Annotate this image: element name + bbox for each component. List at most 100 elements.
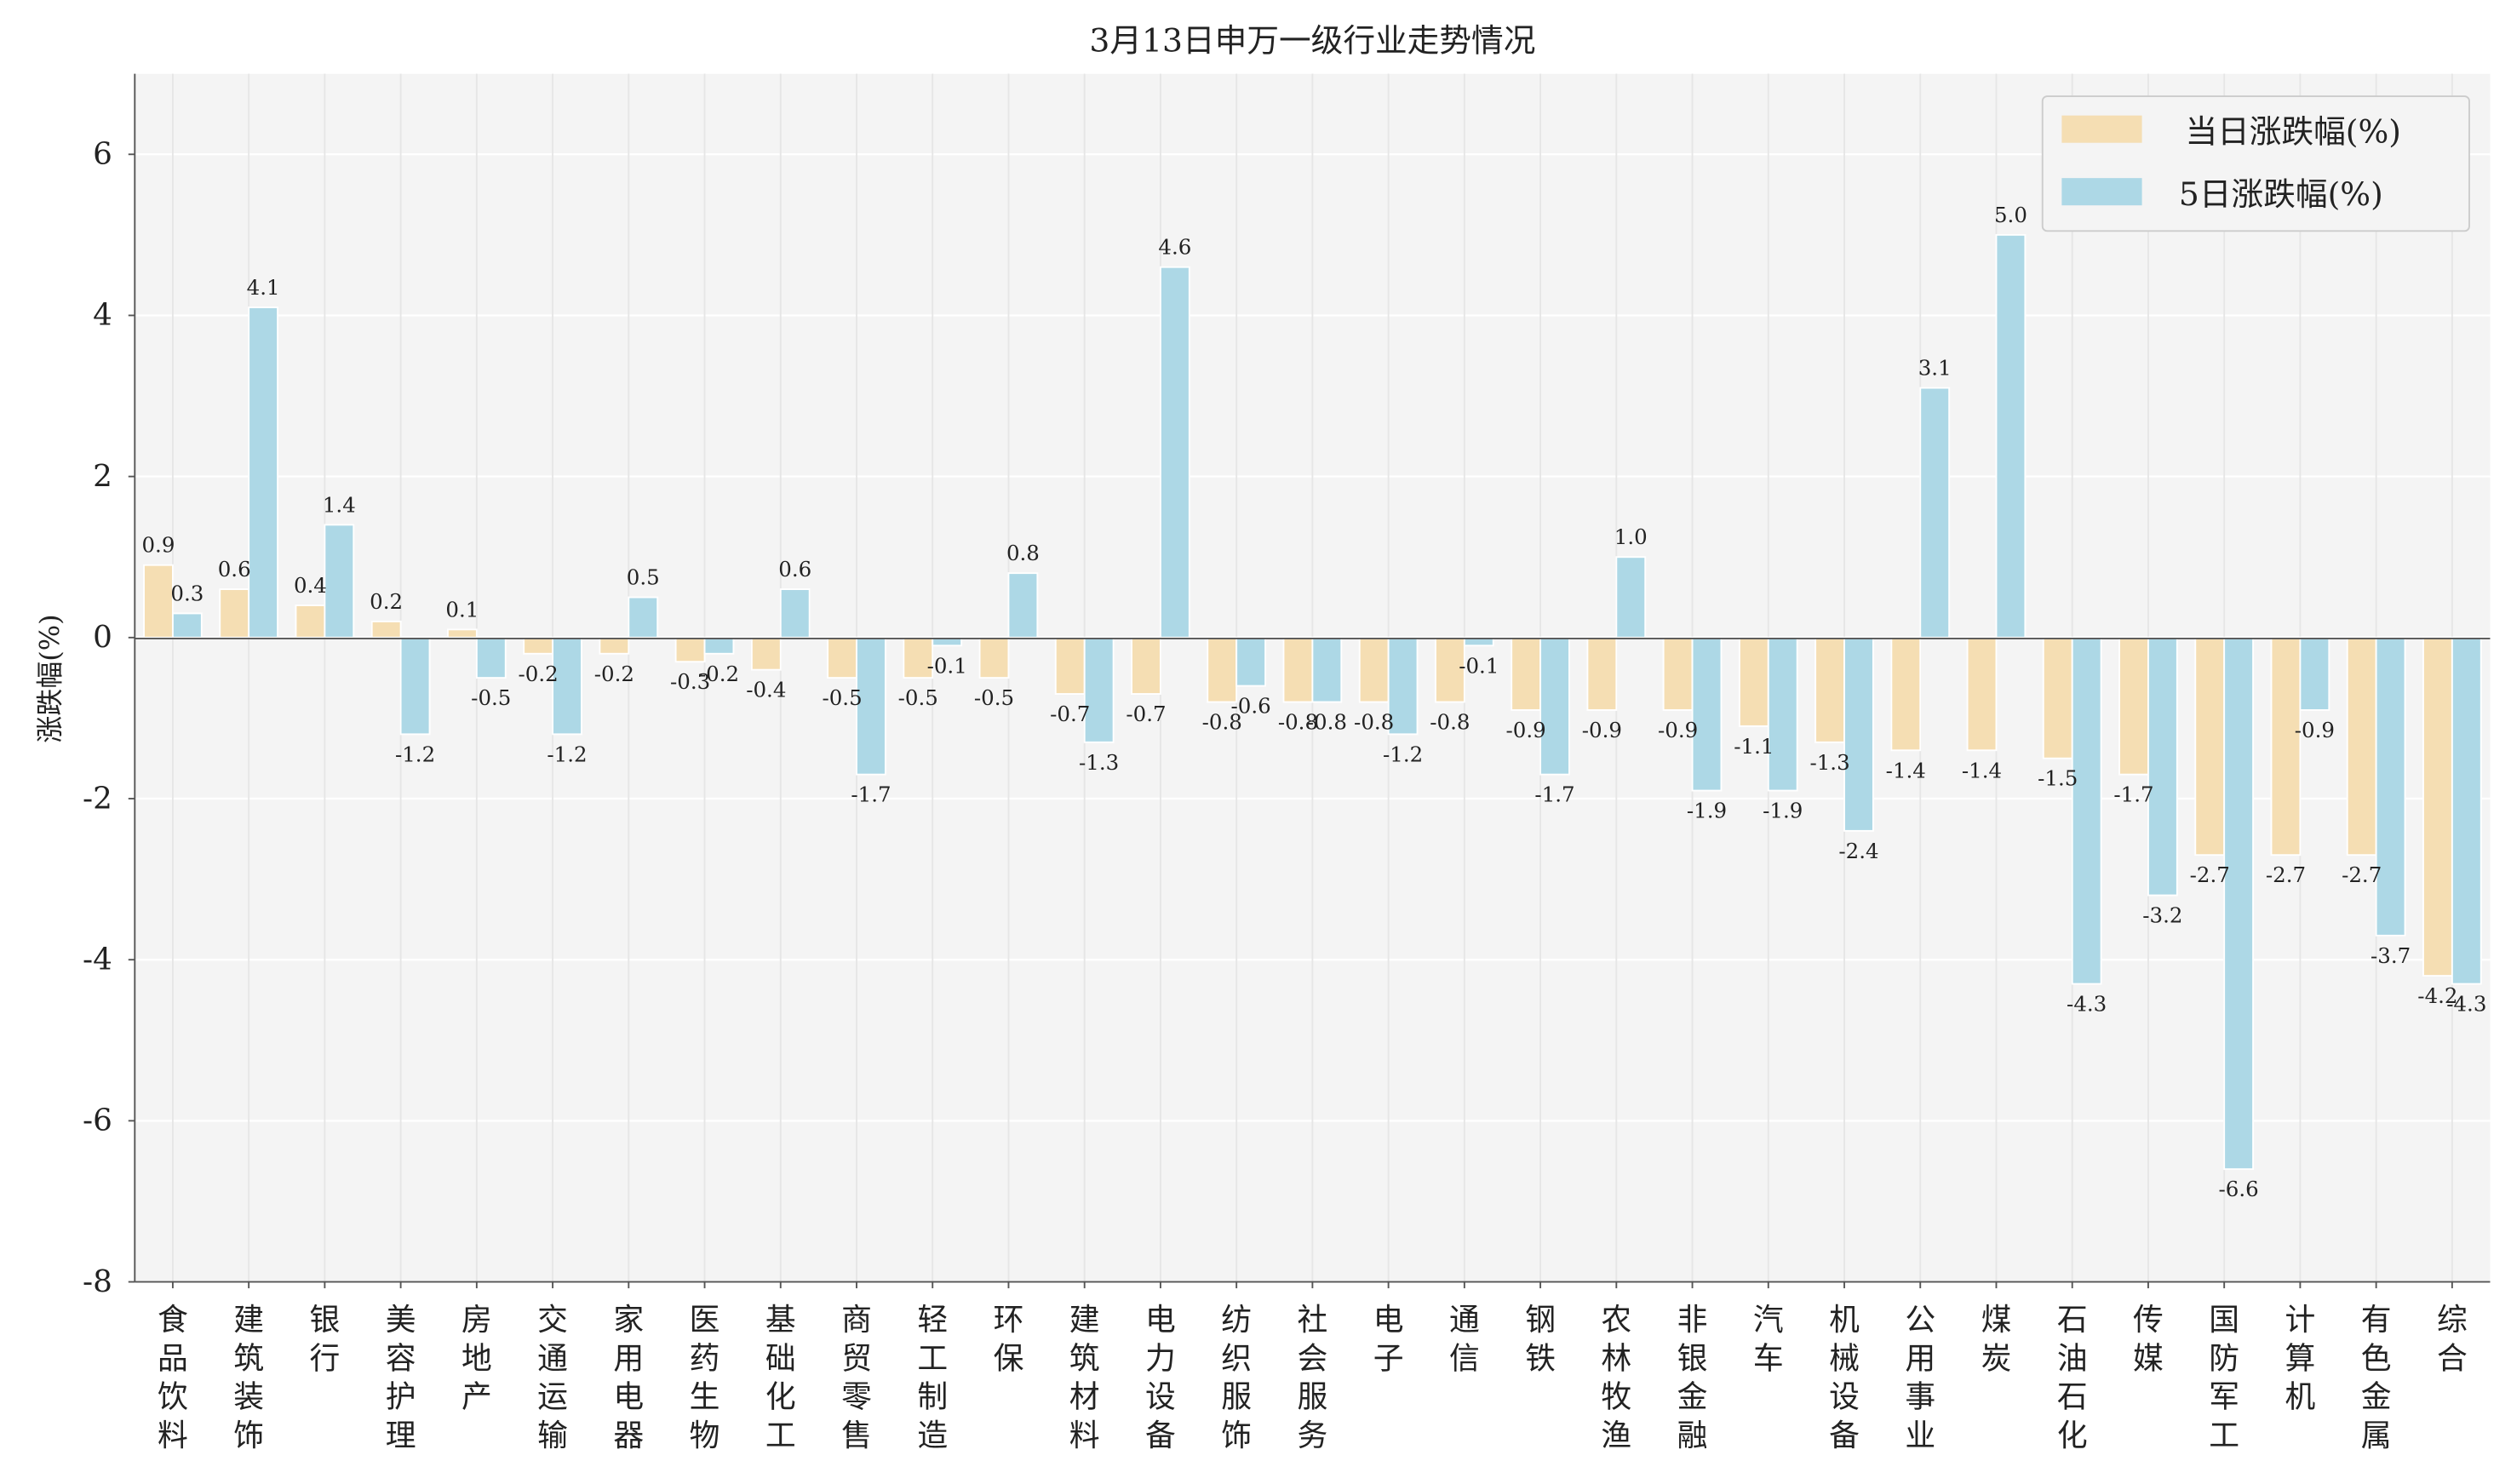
bar-5day [1159,266,1190,639]
bar-5day [171,612,203,639]
bar-daily [978,636,1010,679]
bar-daily [1054,636,1086,695]
y-tick-label: 6 [93,137,112,172]
data-label-5day: -0.1 [1459,653,1499,678]
data-label-daily: -1.5 [2038,766,2078,791]
x-tick-label: 通信 [1449,1303,1480,1376]
bar-5day [1083,636,1115,743]
x-tick-label: 建筑装饰 [233,1303,264,1453]
data-label-5day: 1.4 [323,492,356,517]
bar-daily [1131,636,1161,695]
data-label-daily: -1.7 [2113,782,2153,807]
data-label-5day: -3.7 [2371,943,2411,968]
bar-5day [2375,636,2406,937]
data-label-daily: -0.9 [1658,718,1698,742]
legend-label-daily: 当日涨跌幅(%) [2185,113,2401,151]
data-label-daily: -1.3 [1809,750,1849,775]
bar-daily [295,604,326,639]
data-label-daily: 0.2 [370,589,403,614]
x-tick-label: 电力设备 [1145,1303,1176,1453]
x-tick-label: 机械设备 [1829,1303,1860,1453]
x-tick-label: 有色金属 [2361,1303,2392,1453]
x-tick-label: 计算机 [2285,1303,2316,1414]
bar-5day [932,636,963,647]
data-label-5day: -0.8 [1307,710,1347,735]
y-tick-label: -6 [83,1103,112,1138]
bar-daily [2042,636,2073,759]
bar-daily [1511,636,1542,711]
data-label-5day: 5.0 [1994,203,2027,227]
data-label-daily: -0.8 [1278,710,1318,735]
bar-daily [750,636,782,671]
x-tick-label: 社会服务 [1297,1303,1327,1453]
bar-daily [1586,636,1618,711]
data-label-daily: -1.1 [1734,734,1774,759]
legend-swatch-daily [2061,115,2142,143]
bar-daily [2346,636,2377,857]
data-label-5day: 0.6 [778,557,811,582]
data-label-5day: 1.0 [1614,524,1648,549]
x-tick-label: 石油石化 [2057,1303,2088,1453]
data-label-5day: 0.3 [170,581,204,605]
data-label-5day: 0.8 [1006,541,1040,565]
bar-5day [779,588,811,639]
data-label-daily: -0.3 [670,669,710,694]
data-label-daily: -2.7 [2266,862,2306,887]
data-label-5day: -6.6 [2219,1177,2259,1201]
bar-daily [2118,636,2149,776]
bar-daily [1358,636,1390,703]
data-label-5day: 4.6 [1158,235,1191,260]
data-label-daily: -0.7 [1126,702,1166,726]
bar-5day [1007,572,1039,639]
bar-daily [1814,636,1845,743]
data-label-daily: -1.4 [1886,758,1926,782]
bar-5day [2451,636,2482,985]
x-tick-label: 电子 [1373,1303,1404,1376]
bar-5day [2299,636,2330,711]
data-label-5day: -0.5 [471,685,511,710]
data-label-5day: -2.4 [1838,839,1878,863]
bar-5day [248,307,278,639]
x-tick-label: 基础化工 [765,1303,796,1453]
x-tick-label: 综合 [2437,1303,2468,1376]
data-label-5day: -1.2 [547,742,587,766]
data-label-5day: -1.2 [395,742,435,766]
bar-5day [324,524,355,639]
data-label-daily: 0.6 [218,557,251,582]
x-tick-label: 美容护理 [386,1303,416,1453]
y-tick-label: -2 [83,781,112,816]
x-tick-label: 煤炭 [1981,1303,2012,1376]
data-label-daily: -2.7 [2190,862,2230,887]
bar-5day [1767,636,1798,792]
x-tick-label: 交通运输 [537,1303,568,1453]
data-label-daily: 0.4 [294,573,327,598]
data-label-5day: -0.6 [1231,694,1271,719]
bar-5day [1843,636,1874,832]
x-tick-label: 轻工制造 [917,1303,948,1453]
x-tick-label: 房地产 [461,1303,492,1414]
bar-daily [599,636,630,655]
legend-box [2041,95,2470,232]
data-label-daily: -0.4 [746,678,786,702]
data-label-daily: -1.4 [1962,758,2002,782]
data-label-5day: -4.3 [2067,992,2107,1017]
bar-5day [1311,636,1343,703]
data-label-5day: -1.9 [1763,799,1803,823]
x-tick-label: 纺织服饰 [1221,1303,1252,1453]
x-tick-label: 医药生物 [690,1303,720,1453]
y-tick-label: 4 [93,298,112,333]
bar-daily [143,564,174,639]
data-label-5day: -4.3 [2446,992,2486,1017]
bar-5day [399,636,431,736]
data-label-daily: -2.7 [2342,862,2382,887]
data-label-5day: -1.9 [1687,799,1727,823]
bar-daily [827,636,857,679]
x-tick-label: 家用电器 [613,1303,644,1453]
chart-title: 3月13日申万一级行业走势情况 [1089,21,1535,59]
bar-5day [703,636,735,655]
bar-daily [1662,636,1694,711]
data-label-5day: -0.2 [699,662,739,686]
bar-5day [1387,636,1419,736]
x-tick-label: 农林牧渔 [1601,1303,1631,1453]
